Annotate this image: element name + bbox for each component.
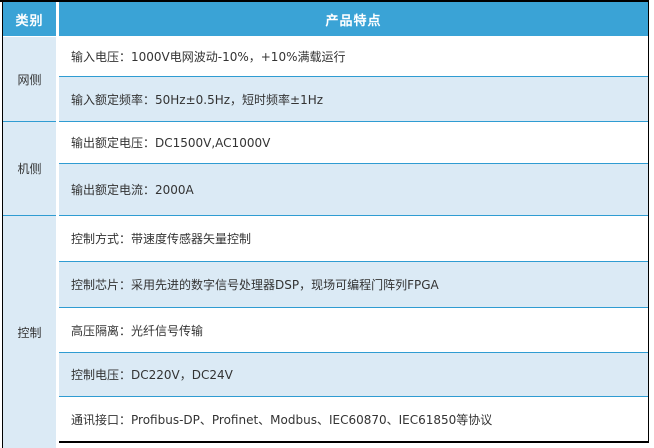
table-row: 输入电压：1000V电网波动-10%，+10%满载运行 <box>59 37 648 77</box>
partial-next-row <box>59 443 648 448</box>
table-row: 输出额定电压：DC1500V,AC1000V <box>59 122 648 164</box>
table-row: 控制方式：带速度传感器矢量控制 <box>59 216 648 262</box>
table-header-row: 类别 产品特点 <box>3 2 648 36</box>
spec-table: 类别 产品特点 网侧 机侧 控制 输入电压：1000V电网波动-10%，+10%… <box>3 2 648 448</box>
category-column: 网侧 机侧 控制 <box>3 37 56 448</box>
category-cell-grid-side: 网侧 <box>3 37 56 122</box>
table-row: 控制芯片：采用先进的数字信号处理器DSP，现场可编程门阵列FPGA <box>59 262 648 308</box>
header-cell-features: 产品特点 <box>59 2 648 36</box>
header-cell-category: 类别 <box>3 2 56 36</box>
table-row: 通讯接口：Profibus-DP、Profinet、Modbus、IEC6087… <box>59 397 648 443</box>
table-top-border <box>0 0 649 2</box>
table-row: 控制电压：DC220V，DC24V <box>59 353 648 397</box>
table-left-border <box>2 0 3 448</box>
table-right-border <box>648 2 649 443</box>
table-row: 输入额定频率：50Hz±0.5Hz，短时频率±1Hz <box>59 77 648 122</box>
table-body: 网侧 机侧 控制 输入电压：1000V电网波动-10%，+10%满载运行 输入额… <box>3 37 648 448</box>
table-row: 输出额定电流：2000A <box>59 164 648 216</box>
column-gap <box>56 2 59 36</box>
feature-rows-column: 输入电压：1000V电网波动-10%，+10%满载运行 输入额定频率：50Hz±… <box>59 37 648 448</box>
table-row: 高压隔离：光纤信号传输 <box>59 308 648 353</box>
category-cell-control: 控制 <box>3 216 56 448</box>
column-gap <box>56 37 59 448</box>
category-cell-machine-side: 机侧 <box>3 122 56 216</box>
